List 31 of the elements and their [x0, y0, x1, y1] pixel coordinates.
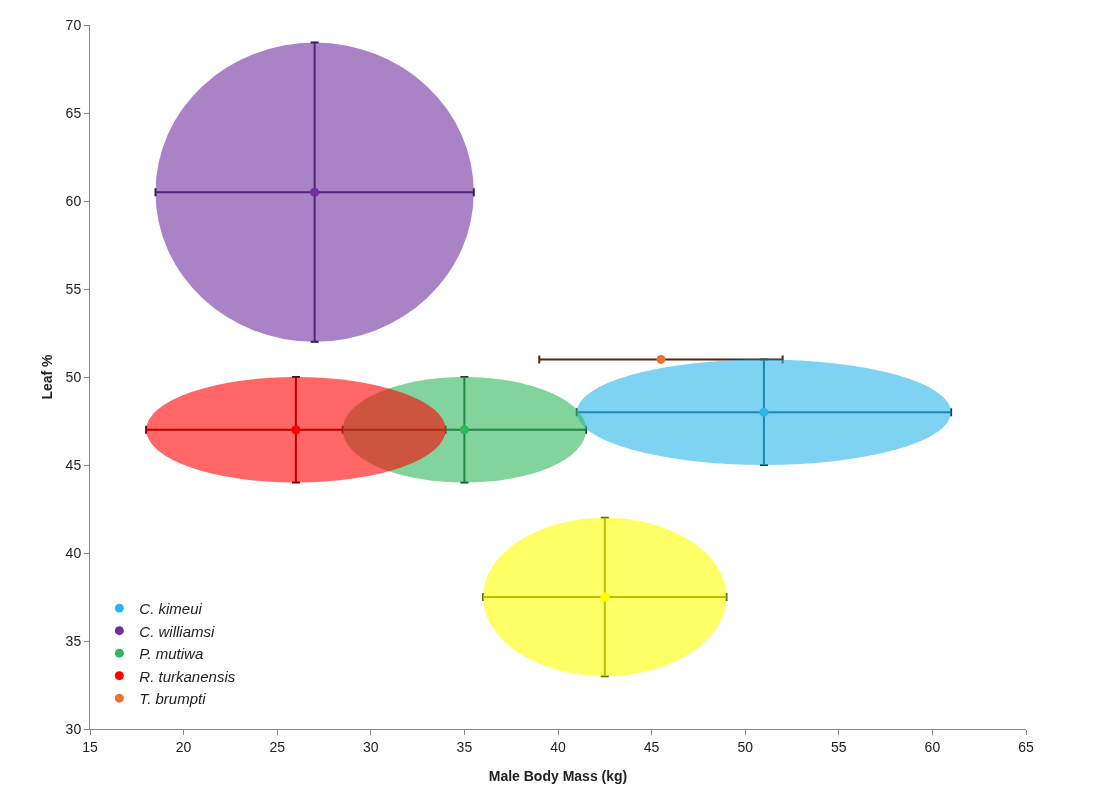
legend-label: T. brumpti — [139, 690, 207, 708]
y-tick-label: 40 — [65, 544, 82, 561]
y-tick-label: 55 — [65, 280, 82, 297]
y-tick-label: 70 — [65, 16, 82, 33]
legend-label: C. kimeui — [139, 600, 203, 618]
x-tick-label: 40 — [550, 738, 566, 755]
y-tick-label: 50 — [65, 368, 82, 385]
legend-label: C. williamsi — [139, 622, 216, 640]
x-axis-title: Male Body Mass (kg) — [488, 768, 628, 784]
y-tick-label: 30 — [65, 720, 82, 737]
x-tick-label: 45 — [643, 738, 660, 755]
x-tick-label: 30 — [363, 738, 379, 755]
y-tick-label: 65 — [65, 104, 82, 121]
y-tick-label: 60 — [65, 192, 82, 209]
x-tick-label: 55 — [831, 738, 847, 755]
x-tick-label: 65 — [1018, 738, 1034, 755]
legend-label: R. turkanensis — [139, 667, 236, 685]
x-tick-label: 20 — [175, 738, 192, 755]
x-tick-label: 60 — [924, 738, 941, 755]
point — [291, 425, 301, 435]
point — [656, 354, 666, 364]
y-tick-label: 35 — [65, 632, 82, 649]
legend-label: P. mutiwa — [139, 645, 204, 663]
x-tick-label: 25 — [269, 738, 286, 755]
point — [759, 407, 769, 417]
x-tick-label: 15 — [82, 738, 98, 755]
y-axis-title: Leaf % — [39, 353, 55, 400]
point — [459, 425, 469, 435]
y-tick-label: 45 — [65, 456, 82, 473]
x-tick-label: 50 — [737, 738, 754, 755]
x-tick-label: 35 — [456, 738, 473, 755]
